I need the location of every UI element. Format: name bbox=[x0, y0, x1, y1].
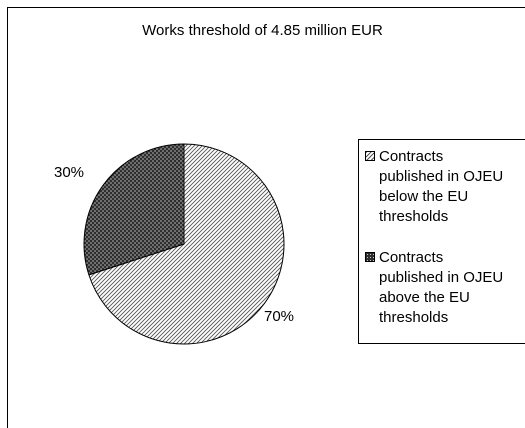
legend-swatch-below bbox=[365, 151, 375, 161]
slice-label-above: 30% bbox=[54, 164, 85, 181]
legend-swatch-above bbox=[365, 252, 375, 262]
legend-label-above: Contracts published in OJEU above the EU… bbox=[379, 249, 504, 326]
chart-title: Works threshold of 4.85 million EUR bbox=[142, 22, 383, 39]
pie-slice-below bbox=[88, 143, 285, 345]
pie-slice-above bbox=[83, 143, 185, 276]
slice-label-below: 70% bbox=[264, 308, 295, 325]
legend: Contracts published in OJEU below the EU… bbox=[358, 139, 525, 344]
legend-label-below: Contracts published in OJEU below the EU… bbox=[379, 148, 504, 225]
